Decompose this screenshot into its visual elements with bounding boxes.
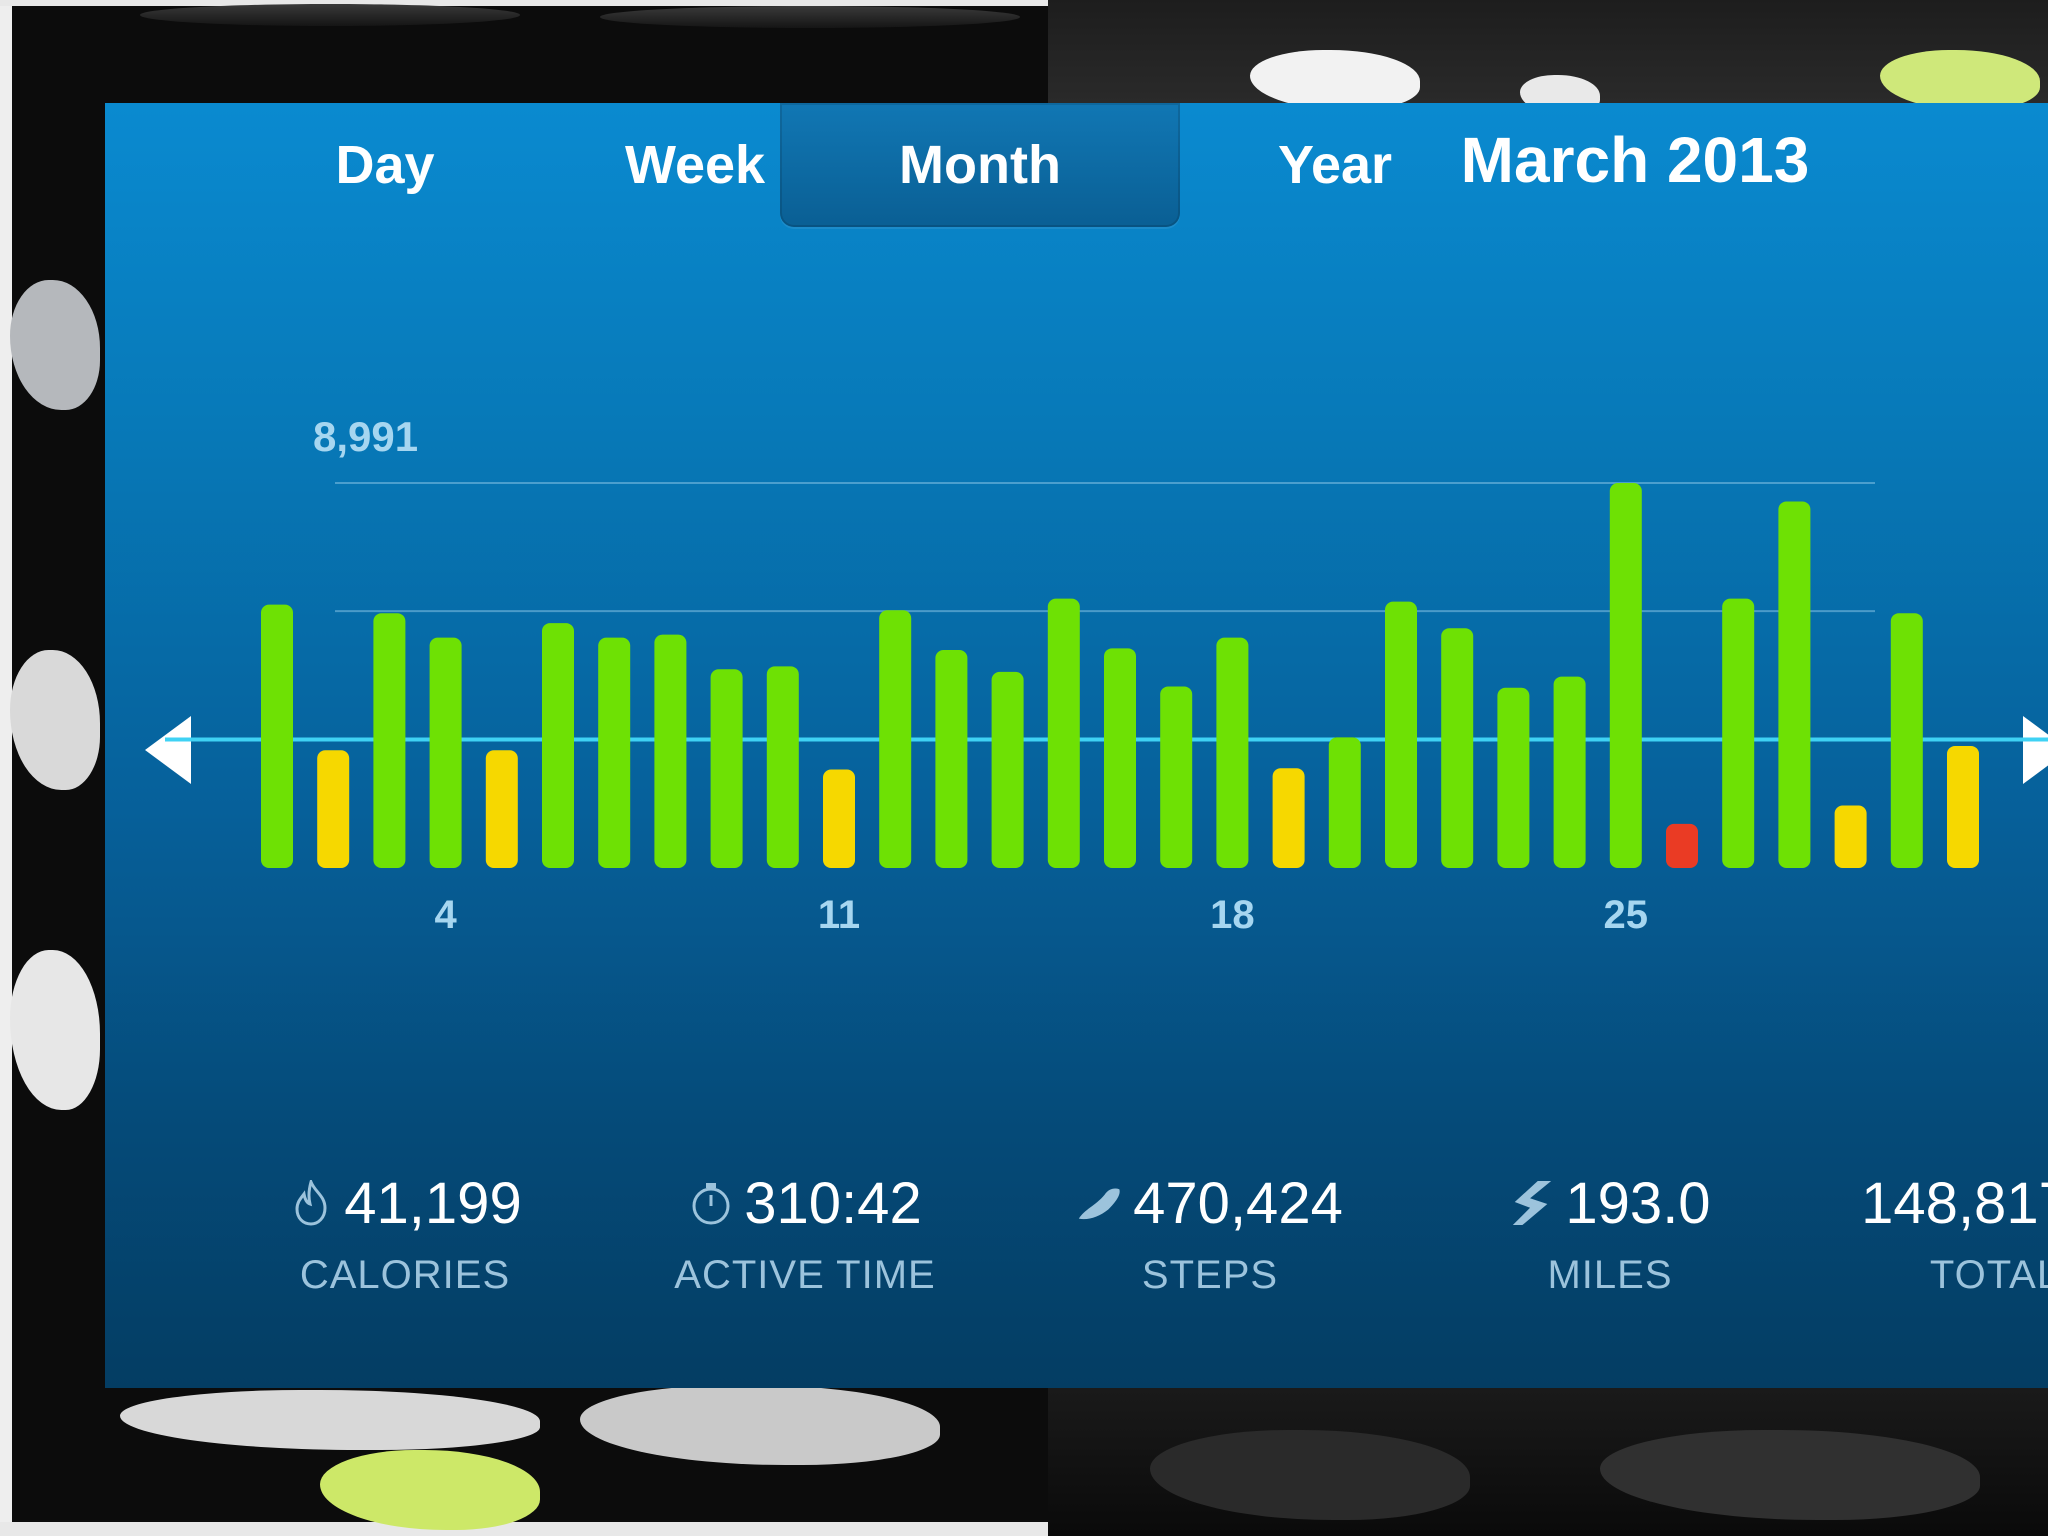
x-tick-label: 11 [818, 893, 860, 937]
shoe [10, 280, 100, 410]
chart-bar[interactable] [1441, 628, 1474, 868]
activity-panel: Day Week Month Year March 2013 8,991 4 11… [105, 103, 2048, 1388]
chart-bar[interactable] [1328, 737, 1361, 868]
shelf [600, 6, 1020, 28]
road-icon [1509, 1180, 1555, 1226]
chart-bar[interactable] [317, 750, 350, 868]
shoe [1880, 50, 2040, 110]
shoe [10, 650, 100, 790]
shoe [1600, 1430, 1980, 1520]
chart-bar[interactable] [823, 769, 855, 868]
chart-bar[interactable] [1553, 676, 1586, 868]
shoe [580, 1385, 940, 1465]
calories-label: CALORIES [299, 1253, 511, 1297]
chart-bar[interactable] [1609, 483, 1642, 868]
chart-bar[interactable] [710, 669, 743, 868]
tab-year[interactable]: Year [1277, 135, 1393, 195]
active-time-value: 310:42 [744, 1170, 922, 1236]
miles-label: MILES [1547, 1253, 1673, 1297]
x-tick-label: 18 [1210, 893, 1255, 937]
chart-bar[interactable] [654, 634, 687, 868]
chart-bar[interactable] [1778, 501, 1811, 868]
photo-border [0, 1522, 1048, 1536]
stat-total: 148,817 + TOTAL [1815, 1163, 2048, 1298]
stat-active-time: 310:42 ACTIVE TIME [605, 1163, 1005, 1298]
total-value: 148,817 [1861, 1170, 2048, 1236]
shoe [120, 1390, 540, 1450]
chart-bar[interactable] [766, 666, 799, 868]
bar-chart: 4 11 18 25 [165, 482, 2048, 937]
chart-bar[interactable] [1666, 823, 1698, 868]
steps-label: STEPS [1141, 1253, 1279, 1297]
flame-icon [288, 1180, 334, 1226]
shoe [10, 950, 100, 1110]
shoe [1250, 50, 1420, 110]
chart-bar[interactable] [1104, 648, 1136, 868]
chart-bar[interactable] [1947, 745, 1979, 868]
chart-bar[interactable] [542, 623, 574, 868]
stat-steps: 470,424 STEPS [1010, 1163, 1410, 1298]
shelf [140, 4, 520, 26]
steps-value: 470,424 [1133, 1170, 1343, 1236]
chart-bar[interactable] [1497, 687, 1530, 868]
previous-arrow-icon[interactable] [145, 716, 191, 784]
chart-bar[interactable] [485, 750, 518, 868]
chart-bar[interactable] [1272, 768, 1305, 868]
chart-bar[interactable] [429, 637, 462, 868]
period-title: March 2013 [1460, 124, 1810, 196]
x-tick-label: 25 [1604, 893, 1649, 937]
chart-bar[interactable] [1890, 613, 1923, 868]
tab-week[interactable]: Week [624, 135, 766, 195]
calories-value: 41,199 [344, 1170, 522, 1236]
chart-bar[interactable] [1047, 598, 1080, 868]
chart-bar[interactable] [1160, 686, 1193, 868]
chart-bar[interactable] [261, 604, 293, 868]
chart-bar[interactable] [1834, 805, 1867, 868]
stopwatch-icon [688, 1180, 734, 1226]
chart-bar[interactable] [1385, 601, 1417, 868]
chart-bar[interactable] [598, 637, 631, 868]
stat-calories: 41,199 CALORIES [205, 1163, 605, 1298]
chart-bar[interactable] [935, 650, 968, 868]
chart-bar[interactable] [1722, 598, 1755, 868]
stat-miles: 193.0 MILES [1410, 1163, 1810, 1298]
chart-bar[interactable] [373, 613, 406, 868]
next-arrow-icon[interactable] [2023, 716, 2048, 784]
x-tick-label: 4 [434, 893, 457, 937]
miles-value: 193.0 [1565, 1170, 1711, 1236]
photo-border [0, 0, 1048, 6]
total-label: TOTAL [1929, 1253, 2048, 1297]
tab-month[interactable]: Month [780, 103, 1180, 227]
chart-bar[interactable] [879, 610, 912, 868]
chart-bar[interactable] [1216, 637, 1249, 868]
active-time-label: ACTIVE TIME [674, 1253, 936, 1297]
shoe-icon [1077, 1180, 1123, 1226]
tab-day[interactable]: Day [335, 135, 435, 195]
shoe [1150, 1430, 1470, 1520]
max-value-label: 8,991 [313, 413, 419, 460]
photo-border [0, 0, 12, 1536]
period-tabs: Day Week Month Year [105, 103, 2048, 233]
daily-steps-chart: 8,991 4 11 18 25 [105, 293, 2048, 1193]
chart-bar[interactable] [991, 671, 1024, 868]
stats-row: 41,199 CALORIES 310:42 ACTIVE TIME 470,4… [105, 1163, 2048, 1363]
shoe [320, 1450, 540, 1530]
